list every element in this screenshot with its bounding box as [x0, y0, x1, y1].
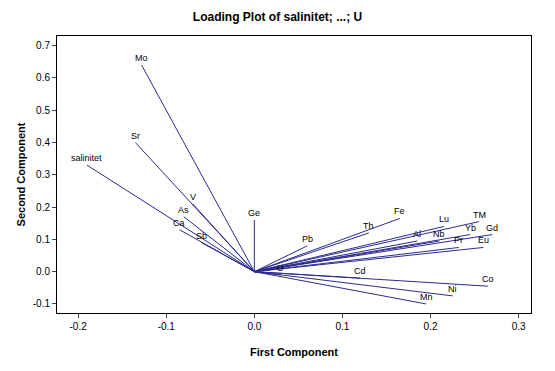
- svg-text:TM: TM: [473, 210, 486, 220]
- svg-text:Pb: Pb: [302, 234, 313, 244]
- svg-text:Pr: Pr: [454, 235, 463, 245]
- svg-text:-0.1: -0.1: [158, 321, 176, 332]
- svg-text:Sr: Sr: [131, 131, 140, 141]
- svg-text:-0.1: -0.1: [33, 298, 51, 309]
- svg-text:Ni: Ni: [448, 284, 457, 294]
- svg-text:Second Component: Second Component: [15, 122, 27, 226]
- svg-text:0.4: 0.4: [36, 137, 50, 148]
- svg-text:0.3: 0.3: [512, 321, 526, 332]
- svg-text:0.1: 0.1: [36, 234, 50, 245]
- svg-text:0.7: 0.7: [36, 40, 50, 51]
- svg-text:salinitet: salinitet: [71, 153, 102, 163]
- svg-text:Nb: Nb: [433, 229, 445, 239]
- svg-text:Fe: Fe: [394, 206, 405, 216]
- svg-text:0.2: 0.2: [36, 202, 50, 213]
- svg-text:U: U: [277, 263, 284, 273]
- svg-text:Yb: Yb: [465, 223, 476, 233]
- svg-text:Mo: Mo: [135, 53, 148, 63]
- svg-text:Sb: Sb: [196, 231, 207, 241]
- svg-text:0.0: 0.0: [36, 266, 50, 277]
- svg-text:Th: Th: [363, 221, 374, 231]
- svg-text:-0.2: -0.2: [70, 321, 88, 332]
- svg-text:0.2: 0.2: [424, 321, 438, 332]
- svg-text:Gd: Gd: [486, 223, 498, 233]
- svg-text:V: V: [190, 192, 196, 202]
- svg-text:Lu: Lu: [439, 214, 449, 224]
- svg-text:0.5: 0.5: [36, 105, 50, 116]
- svg-text:Al: Al: [413, 229, 421, 239]
- svg-text:Cd: Cd: [354, 266, 366, 276]
- svg-text:0.0: 0.0: [247, 321, 261, 332]
- svg-text:First Component: First Component: [250, 346, 338, 358]
- svg-text:0.6: 0.6: [36, 72, 50, 83]
- svg-text:As: As: [178, 205, 189, 215]
- svg-text:Eu: Eu: [478, 235, 489, 245]
- svg-text:0.1: 0.1: [336, 321, 350, 332]
- svg-text:Ca: Ca: [173, 218, 185, 228]
- svg-text:0.3: 0.3: [36, 169, 50, 180]
- svg-text:Loading Plot of salinitet; ...: Loading Plot of salinitet; ...; U: [193, 10, 362, 24]
- svg-text:Mn: Mn: [420, 292, 433, 302]
- svg-text:Co: Co: [482, 274, 494, 284]
- svg-text:Ge: Ge: [248, 208, 260, 218]
